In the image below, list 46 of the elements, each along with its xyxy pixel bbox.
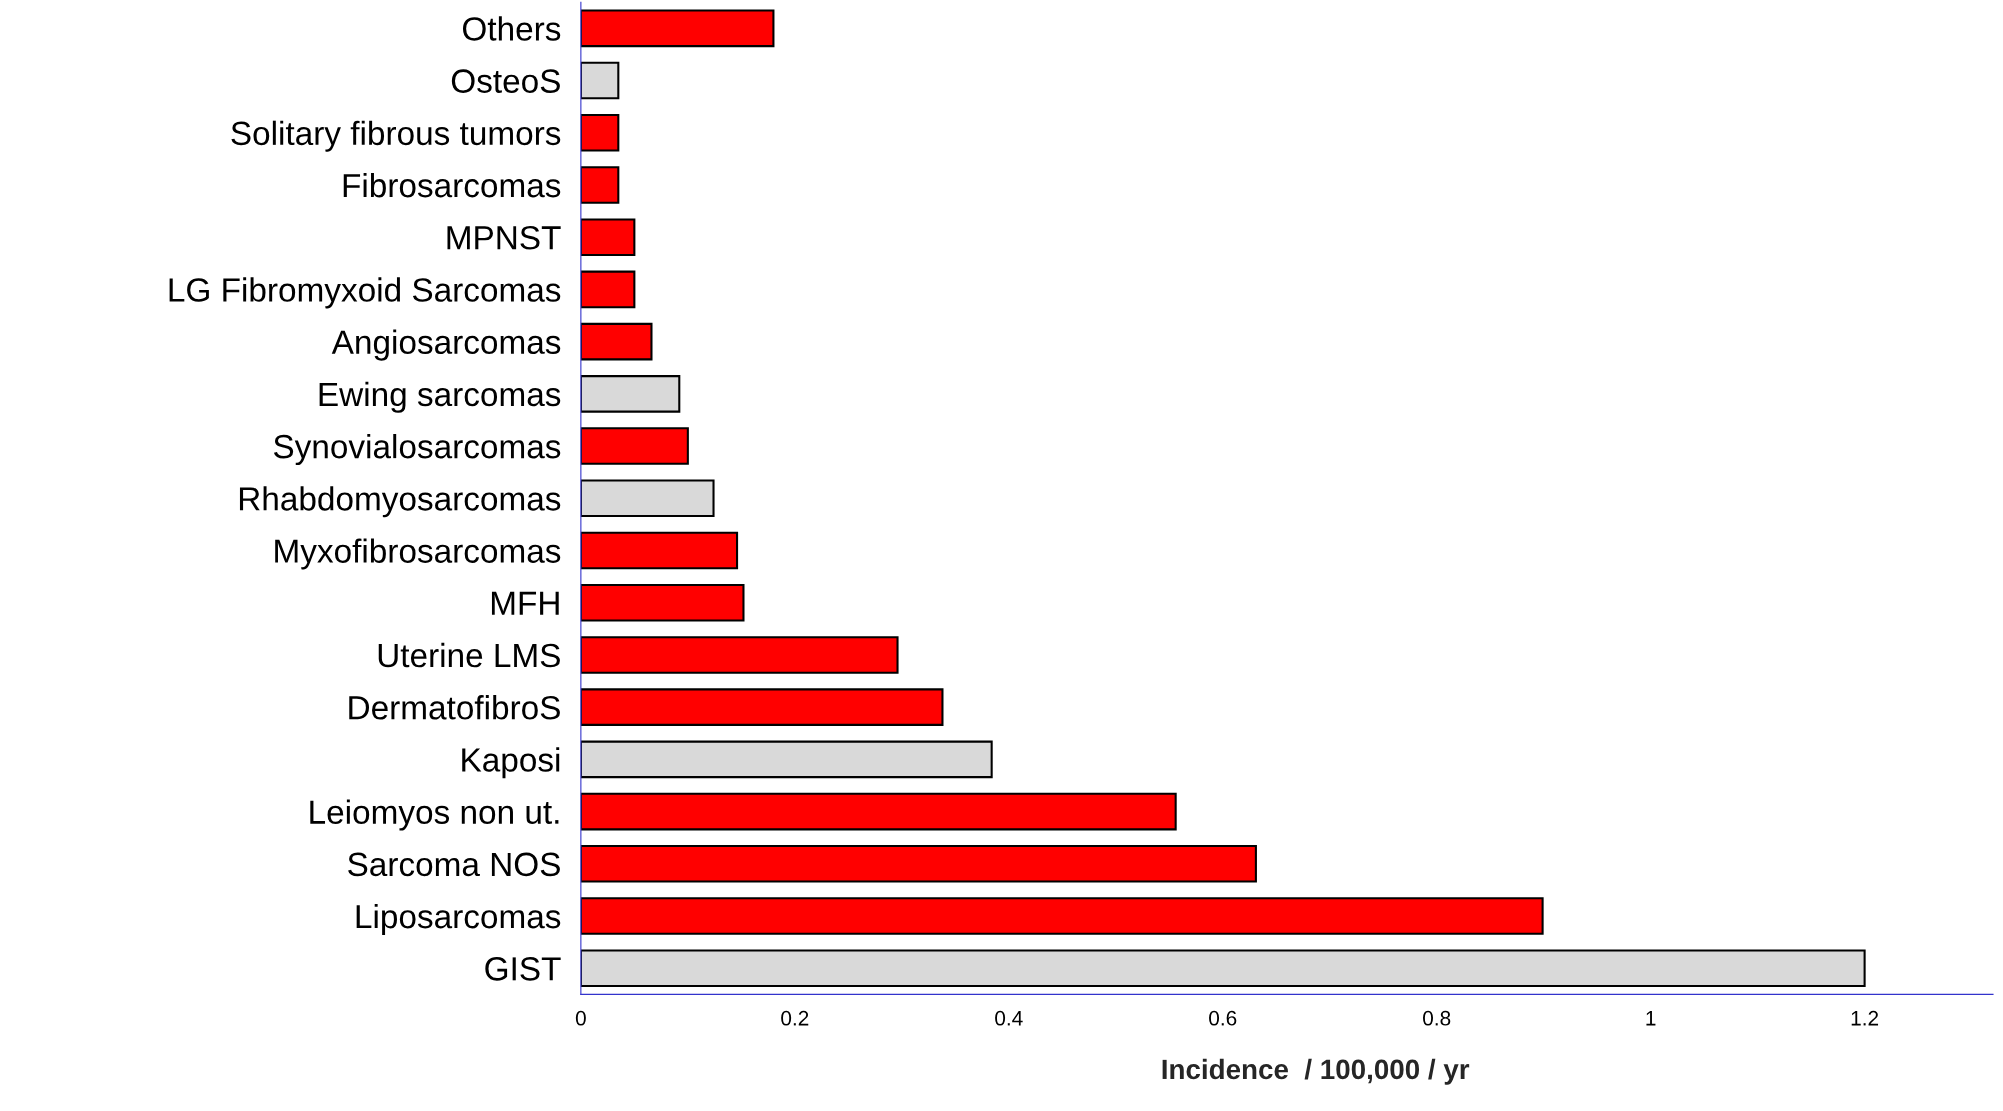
y-tick-label: LG Fibromyxoid Sarcomas: [169, 277, 561, 309]
y-tick-label: Sarcoma NOS: [348, 852, 560, 877]
x-tick-label: 0.2: [781, 1010, 809, 1026]
bar: [580, 375, 681, 413]
bar: [580, 897, 1544, 935]
y-tick-label: Kaposi: [462, 747, 560, 779]
y-tick-label: GIST: [485, 957, 561, 981]
bar: [580, 949, 1866, 988]
bar: [580, 792, 1177, 831]
x-tick-label: 0: [575, 1010, 586, 1026]
y-tick-label: Ewing sarcomas: [319, 381, 561, 413]
x-tick-label: 0.6: [1209, 1010, 1237, 1026]
y-tick-label: OsteoS: [451, 69, 560, 93]
y-tick-label: Angiosarcomas: [331, 329, 561, 361]
bar: [580, 688, 944, 726]
x-tick-label: 1: [1646, 1011, 1656, 1026]
bar: [580, 322, 653, 361]
y-tick-label: Rhabdomyosarcomas: [239, 486, 561, 518]
x-tick-label: 1.2: [1851, 1010, 1879, 1026]
y-tick-label: MPNST: [447, 226, 561, 250]
y-tick-label: Leiomyos non ut.: [310, 799, 559, 831]
y-tick-label: Synovialosarcomas: [273, 433, 561, 466]
y-tick-label: Uterine LMS: [378, 642, 560, 668]
y-tick-label: Solitary fibrous tumors: [231, 120, 561, 152]
y-tick-label: Liposarcomas: [356, 903, 561, 936]
bar: [580, 166, 620, 204]
y-tick-label: MFH: [491, 591, 559, 615]
y-tick-label: Fibrosarcomas: [343, 172, 561, 198]
bar: [580, 270, 636, 309]
y-tick-label: Myxofibrosarcomas: [275, 538, 561, 570]
bar: [580, 740, 993, 779]
bar: [580, 113, 620, 152]
bar: [580, 61, 620, 100]
bar: [580, 479, 715, 518]
bar: [580, 583, 745, 622]
y-tick-label: Others: [462, 16, 561, 41]
bar: [580, 845, 1257, 883]
x-axis-title: Incidence / 100,000 / yr: [1162, 1058, 1470, 1085]
bar: [580, 9, 775, 48]
bar: [580, 427, 689, 465]
bar: [580, 218, 636, 256]
x-tick-label: 0.4: [995, 1010, 1023, 1026]
bar: [580, 636, 899, 674]
x-tick-label: 0.8: [1423, 1010, 1451, 1026]
bar: [580, 531, 739, 570]
y-tick-label: DermatofibroS: [349, 695, 560, 720]
